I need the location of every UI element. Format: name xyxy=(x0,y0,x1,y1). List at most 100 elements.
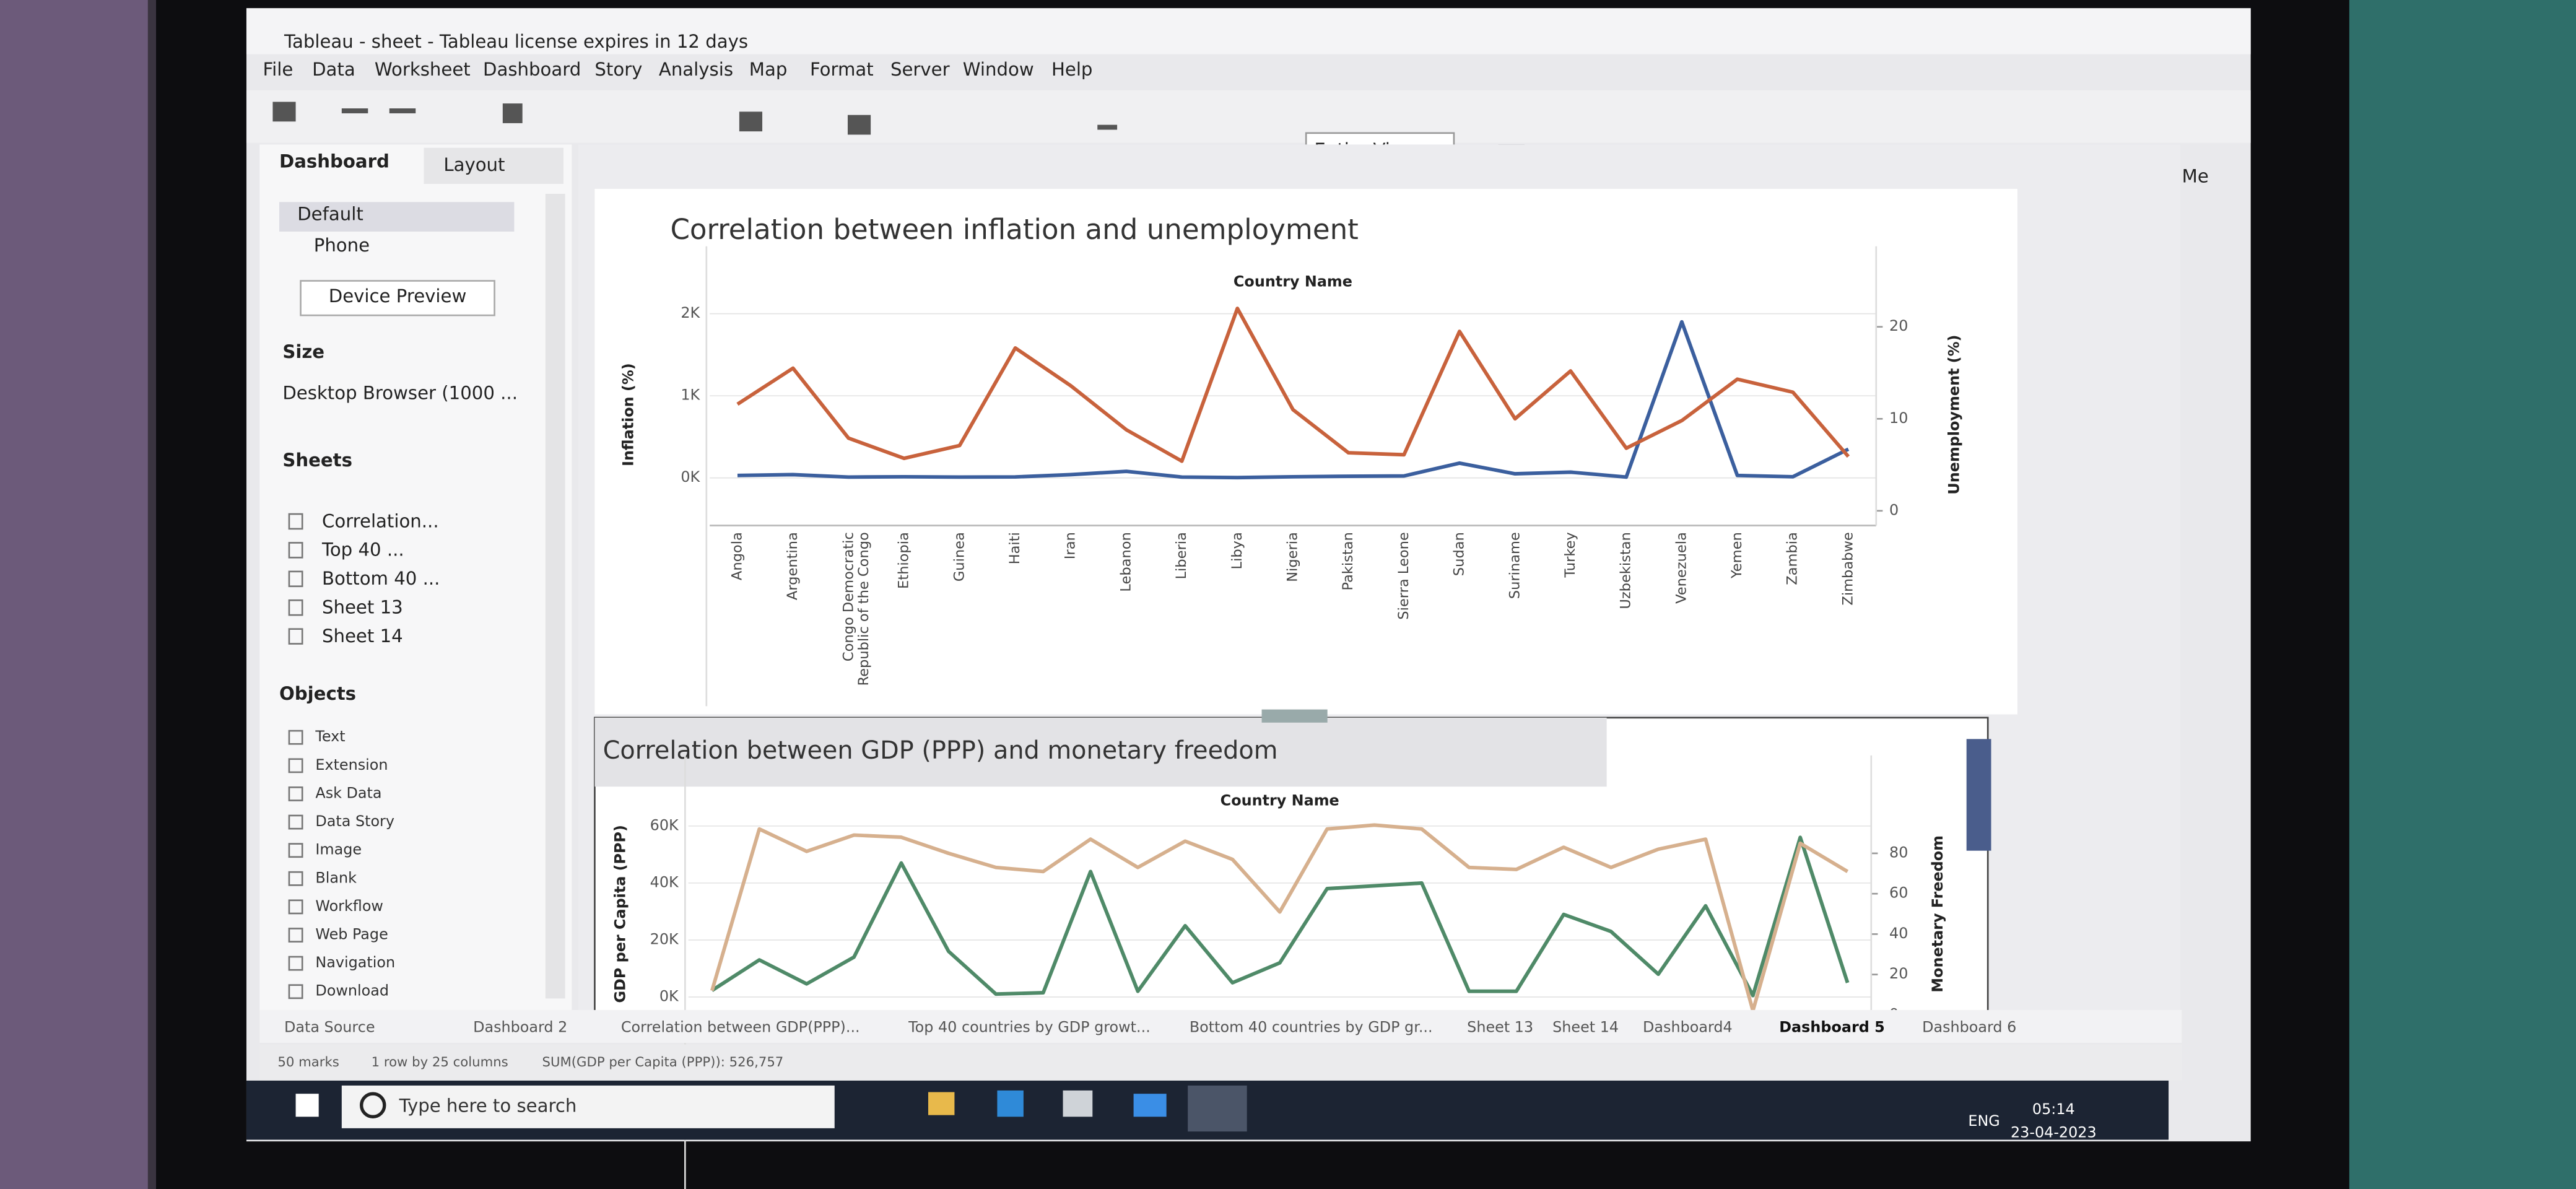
edge-icon[interactable] xyxy=(997,1090,1024,1117)
sheet-tab[interactable]: Dashboard 6 xyxy=(1922,1019,2016,1036)
x-tick-label: Suriname xyxy=(1507,532,1523,599)
sheet-icon xyxy=(288,513,303,530)
tableau-taskbar-icon[interactable] xyxy=(1188,1085,1247,1132)
object-icon xyxy=(288,928,303,943)
x-tick-label: Yemen xyxy=(1729,532,1745,579)
y-tick-label: 60K xyxy=(650,816,679,834)
device[interactable]: Phone xyxy=(314,235,370,256)
x-tick-label: Congo DemocraticRepublic of the Congo xyxy=(840,532,872,686)
series-line xyxy=(710,823,1849,1013)
search-box[interactable] xyxy=(341,1085,835,1128)
sheet-tab[interactable]: Sheet 13 xyxy=(1467,1019,1533,1036)
resize-handle[interactable] xyxy=(1261,709,1328,723)
menu-item[interactable]: Data xyxy=(312,59,355,80)
y2-tick-label: 20 xyxy=(1889,965,1908,982)
menu-bar: File Data Worksheet Dashboard Story Analysis M… xyxy=(263,59,1092,80)
object-item[interactable]: Extension xyxy=(315,756,388,773)
forward-icon[interactable] xyxy=(389,108,416,113)
menu-item[interactable]: Story xyxy=(594,59,642,80)
device[interactable]: Default xyxy=(297,203,363,224)
y-axis-title: GDP per Capita (PPP) xyxy=(611,825,629,1003)
object-item[interactable]: Image xyxy=(315,841,362,858)
clear-icon[interactable] xyxy=(847,115,871,135)
x-tick-label: Angola xyxy=(729,532,745,580)
y2-tick-label: 10 xyxy=(1889,409,1908,427)
object-item[interactable]: Blank xyxy=(315,869,357,886)
sheet-item[interactable]: Sheet 14 xyxy=(322,625,403,647)
title-bar xyxy=(246,8,2251,54)
menu-item[interactable]: Help xyxy=(1051,59,1092,80)
sheet-tab[interactable]: Dashboard 5 xyxy=(1779,1019,1884,1036)
object-item[interactable]: Workflow xyxy=(315,897,383,915)
object-icon xyxy=(288,899,303,915)
device-preview-button[interactable] xyxy=(300,280,495,316)
object-item[interactable]: Data Story xyxy=(315,812,394,830)
home-icon[interactable] xyxy=(272,102,296,122)
object-icon xyxy=(288,843,303,858)
sidebar-tab[interactable]: Dashboard xyxy=(279,151,389,172)
x-tick-label: Zimbabwe xyxy=(1840,532,1856,605)
mail-icon[interactable] xyxy=(1133,1094,1167,1117)
sidebar-lists: Correlation... Top 40 ... Bottom 40 ... She… xyxy=(288,510,440,1000)
sheet-tab[interactable]: Top 40 countries by GDP growt... xyxy=(908,1019,1151,1036)
sheet-tab[interactable]: Bottom 40 countries by GDP gr... xyxy=(1190,1019,1433,1036)
sheet-tab[interactable]: Sheet 14 xyxy=(1552,1019,1619,1036)
sheet-tab[interactable]: Dashboard 2 xyxy=(473,1019,567,1036)
status-text: SUM(GDP per Capita (PPP)): 526,757 xyxy=(542,1055,784,1070)
start-button[interactable] xyxy=(295,1094,319,1117)
explorer-icon[interactable] xyxy=(928,1092,955,1115)
object-icon xyxy=(288,956,303,971)
menu-item[interactable]: Window xyxy=(963,59,1034,80)
menu-item[interactable]: Server xyxy=(890,59,950,80)
sidebar-scrollbar[interactable] xyxy=(545,193,565,999)
y2-tick-label: 20 xyxy=(1889,317,1908,334)
y2-tick-label: 40 xyxy=(1889,925,1908,942)
sidebar-tab[interactable]: Layout xyxy=(443,154,505,175)
sheet-item[interactable]: Sheet 13 xyxy=(322,597,403,618)
charts: Correlation between inflation and unempl… xyxy=(603,213,1963,1189)
objects-heading: Objects xyxy=(279,683,356,704)
highlight-icon[interactable] xyxy=(1097,124,1118,130)
save-icon[interactable] xyxy=(502,103,523,123)
object-item[interactable]: Download xyxy=(315,982,389,1000)
back-icon[interactable] xyxy=(341,108,368,113)
sheet-tab[interactable]: Correlation between GDP(PPP)... xyxy=(621,1019,860,1036)
sheet-tab[interactable]: Data Source xyxy=(284,1019,375,1036)
sheet-item[interactable]: Bottom 40 ... xyxy=(322,568,440,589)
object-item[interactable]: Text xyxy=(315,728,345,745)
x-tick-label: Pakistan xyxy=(1340,532,1356,590)
clock-date: 23-04-2023 xyxy=(2011,1123,2097,1141)
chart-title: Correlation between inflation and unempl… xyxy=(670,213,1358,246)
status-text: 50 marks xyxy=(277,1055,339,1070)
chart-icon[interactable] xyxy=(739,111,763,132)
panel-controls[interactable] xyxy=(1966,739,1991,851)
store-icon[interactable] xyxy=(1063,1090,1093,1117)
menu-item[interactable]: File xyxy=(263,59,293,80)
x-tick-label: Haiti xyxy=(1007,532,1023,564)
menu-item[interactable]: Analysis xyxy=(659,59,733,80)
tabs: Data Source Dashboard 2 Correlation betwee… xyxy=(284,1019,2016,1036)
status: 50 marks 1 row by 25 columns SUM(GDP per C… xyxy=(277,1055,783,1070)
object-item[interactable]: Web Page xyxy=(315,926,388,943)
sheet-tab[interactable]: Dashboard4 xyxy=(1643,1019,1733,1036)
search-placeholder: Type here to search xyxy=(399,1095,577,1116)
language: ENG xyxy=(1968,1112,1999,1130)
object-item[interactable]: Navigation xyxy=(315,954,395,971)
menu-item[interactable]: Format xyxy=(810,59,874,80)
chart-title: Correlation between GDP (PPP) and moneta… xyxy=(603,736,1278,765)
sheet-item[interactable]: Top 40 ... xyxy=(321,539,404,560)
status-bar xyxy=(259,1044,2182,1081)
object-item[interactable]: Ask Data xyxy=(315,784,381,801)
menu-item[interactable]: Map xyxy=(749,59,788,80)
y2-axis-title: Monetary Freedom xyxy=(1929,835,1946,993)
x-tick-label: Liberia xyxy=(1173,532,1190,579)
device-selected xyxy=(279,202,515,232)
y2-axis-title: Unemployment (%) xyxy=(1946,335,1963,495)
size-value[interactable]: Desktop Browser (1000 ... xyxy=(282,382,518,403)
x-tick-label: Venezuela xyxy=(1673,532,1689,604)
menu-item[interactable]: Worksheet xyxy=(375,59,471,80)
sheet-icon xyxy=(288,628,303,645)
menu-item[interactable]: Dashboard xyxy=(483,59,581,80)
sheet-item[interactable]: Correlation... xyxy=(322,510,439,531)
surface-right xyxy=(2333,0,2576,1189)
